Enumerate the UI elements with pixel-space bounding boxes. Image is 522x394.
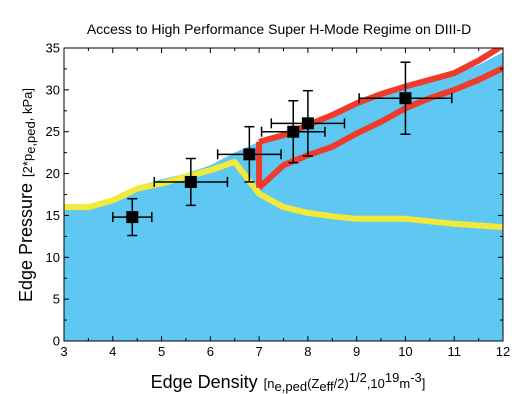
super-h-band-lower xyxy=(257,65,503,191)
data-point-5 xyxy=(270,89,346,157)
x-tick-label: 4 xyxy=(109,344,116,359)
y-tick-label: 25 xyxy=(46,124,60,139)
super-h-band-upper xyxy=(258,48,503,145)
data-point-1 xyxy=(112,197,153,237)
y-tick-label: 0 xyxy=(53,334,60,349)
data-point-4 xyxy=(260,99,326,164)
x-tick-label: 12 xyxy=(496,344,510,359)
x-tick-label: 9 xyxy=(353,344,360,359)
x-tick-label: 5 xyxy=(158,344,165,359)
data-marker xyxy=(287,125,300,138)
plot-content xyxy=(64,48,503,341)
data-marker xyxy=(184,175,197,188)
x-tick-label: 6 xyxy=(207,344,214,359)
y-tick-label: 20 xyxy=(46,166,60,181)
data-point-3 xyxy=(216,125,282,183)
y-tick-label: 10 xyxy=(46,250,60,265)
y-tick-label: 30 xyxy=(46,82,60,97)
x-tick-label: 10 xyxy=(398,344,412,359)
x-tick-label: 11 xyxy=(447,344,461,359)
axis-ticks: 3 4 5 6 7 8 9 10 11 12 0 5 10 15 20 25 30 35 xyxy=(46,41,511,360)
lower-boundary-line xyxy=(64,158,503,231)
data-marker xyxy=(243,148,256,161)
x-tick-label: 7 xyxy=(255,344,262,359)
x-tick-label: 3 xyxy=(60,344,67,359)
y-tick-label: 15 xyxy=(46,208,60,223)
plot-area xyxy=(63,47,504,342)
data-point-2 xyxy=(153,157,229,207)
data-point-6 xyxy=(358,61,453,135)
x-tick-label: 8 xyxy=(304,344,311,359)
y-tick-label: 35 xyxy=(46,41,60,56)
x-axis-label: Edge Density [ne,ped(Zeff/2)1/2,1019m-3] xyxy=(151,370,426,394)
data-marker xyxy=(301,117,314,130)
data-marker xyxy=(399,92,412,105)
data-marker xyxy=(126,211,139,224)
chart-title: Access to High Performance Super H-Mode … xyxy=(87,21,471,37)
y-axis-label: Edge Pressure[2*pe,ped, kPa] xyxy=(16,88,38,302)
accessible-region xyxy=(64,52,503,341)
y-tick-label: 5 xyxy=(53,292,60,307)
